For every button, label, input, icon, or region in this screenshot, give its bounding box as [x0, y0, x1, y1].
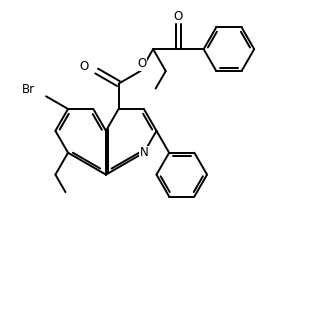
Text: O: O [137, 57, 146, 70]
Text: O: O [174, 10, 183, 23]
Text: Br: Br [22, 83, 35, 96]
Text: N: N [139, 146, 148, 159]
Text: O: O [80, 60, 89, 73]
